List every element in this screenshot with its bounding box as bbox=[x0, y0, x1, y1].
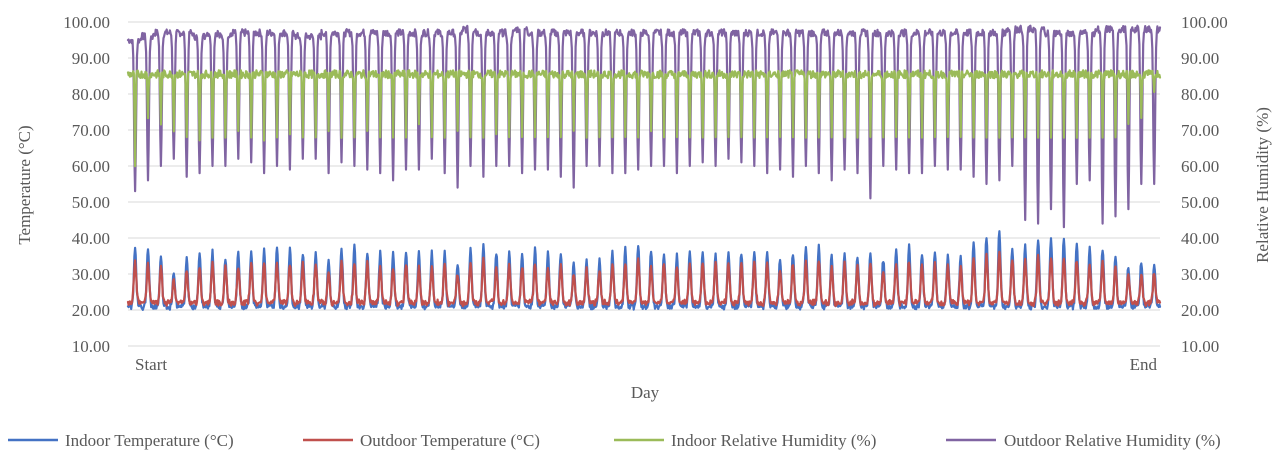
right-y-tick-label: 90.00 bbox=[1181, 49, 1219, 68]
left-y-tick-label: 20.00 bbox=[72, 301, 110, 320]
left-y-tick-label: 10.00 bbox=[72, 337, 110, 356]
right-y-tick-label: 80.00 bbox=[1181, 85, 1219, 104]
left-y-tick-label: 40.00 bbox=[72, 229, 110, 248]
series-line-indoor-temperature bbox=[126, 230, 1162, 311]
series-lines bbox=[126, 24, 1162, 311]
series-line-indoor-humidity bbox=[126, 69, 1162, 168]
left-y-tick-label: 30.00 bbox=[72, 265, 110, 284]
left-y-axis-title: Temperature (°C) bbox=[15, 125, 34, 244]
x-tick-start: Start bbox=[135, 355, 167, 374]
right-y-axis-title: Relative Humidity (%) bbox=[1253, 107, 1272, 263]
left-y-tick-label: 80.00 bbox=[72, 85, 110, 104]
left-y-axis-ticks: 10.00 20.00 30.00 40.00 50.00 60.00 70.00 80.00… bbox=[63, 13, 110, 356]
left-y-tick-label: 90.00 bbox=[72, 49, 110, 68]
right-y-tick-label: 40.00 bbox=[1181, 229, 1219, 248]
right-y-tick-label: 70.00 bbox=[1181, 121, 1219, 140]
legend-label-indoor-humidity: Indoor Relative Humidity (%) bbox=[671, 431, 876, 450]
legend-label-outdoor-temperature: Outdoor Temperature (°C) bbox=[360, 431, 540, 450]
right-y-tick-label: 100.00 bbox=[1181, 13, 1228, 32]
x-axis-title: Day bbox=[631, 383, 660, 402]
right-y-tick-label: 20.00 bbox=[1181, 301, 1219, 320]
left-y-tick-label: 70.00 bbox=[72, 121, 110, 140]
left-y-tick-label: 50.00 bbox=[72, 193, 110, 212]
legend: Indoor Temperature (°C) Outdoor Temperat… bbox=[8, 431, 1221, 450]
right-y-axis-ticks: 10.00 20.00 30.00 40.00 50.00 60.00 70.00 80.00… bbox=[1181, 13, 1228, 356]
series-line-outdoor-temperature bbox=[126, 250, 1162, 308]
left-y-tick-label: 60.00 bbox=[72, 157, 110, 176]
legend-label-outdoor-humidity: Outdoor Relative Humidity (%) bbox=[1004, 431, 1221, 450]
left-y-tick-label: 100.00 bbox=[63, 13, 110, 32]
legend-label-indoor-temperature: Indoor Temperature (°C) bbox=[65, 431, 234, 450]
right-y-tick-label: 60.00 bbox=[1181, 157, 1219, 176]
gridlines bbox=[128, 21, 1160, 347]
series-line-outdoor-humidity bbox=[126, 24, 1162, 229]
right-y-tick-label: 30.00 bbox=[1181, 265, 1219, 284]
x-tick-end: End bbox=[1130, 355, 1158, 374]
right-y-tick-label: 10.00 bbox=[1181, 337, 1219, 356]
right-y-tick-label: 50.00 bbox=[1181, 193, 1219, 212]
